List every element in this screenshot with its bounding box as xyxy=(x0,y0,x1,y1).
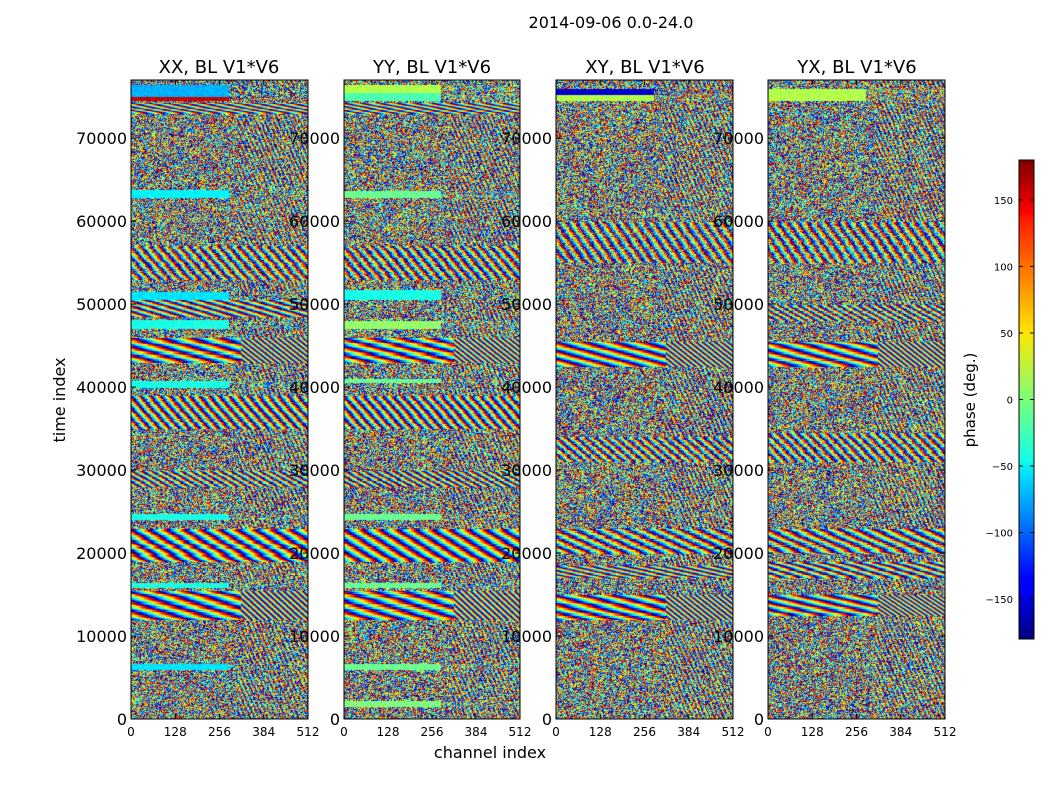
y-tick-label: 10000 xyxy=(76,627,127,646)
x-tick-label: 0 xyxy=(764,725,772,739)
colorbar-label: phase (deg.) xyxy=(961,353,979,448)
y-tick-label: 70000 xyxy=(289,129,340,148)
x-tick-label: 128 xyxy=(801,725,824,739)
y-tick-label: 50000 xyxy=(713,295,764,314)
x-tick-label: 384 xyxy=(677,725,700,739)
y-tick-label: 70000 xyxy=(713,129,764,148)
y-tick-label: 0 xyxy=(754,710,764,729)
x-axis-label: channel index xyxy=(434,743,546,762)
x-tick-label: 128 xyxy=(377,725,400,739)
y-tick-label: 40000 xyxy=(501,378,552,397)
y-tick-label: 0 xyxy=(117,710,127,729)
x-tick-label: 256 xyxy=(845,725,868,739)
y-tick-label: 20000 xyxy=(501,544,552,563)
y-tick-label: 20000 xyxy=(76,544,127,563)
colorbar-tick-label: 50 xyxy=(1000,329,1013,340)
colorbar-tick-label: 0 xyxy=(1007,396,1013,407)
y-tick-label: 20000 xyxy=(289,544,340,563)
panel-yy: YY, BL V1*V6 0 128 256 384 512 0 10000 20000 30… xyxy=(289,57,531,739)
y-ticks-xy: 0 10000 20000 30000 40000 50000 60000 70000 xyxy=(501,129,733,729)
y-axis-label: time index xyxy=(50,357,69,442)
colorbar-tick-label: −50 xyxy=(992,462,1013,473)
y-tick-label: 50000 xyxy=(289,295,340,314)
colorbar-tick-label: 100 xyxy=(994,262,1013,273)
y-tick-label: 0 xyxy=(330,710,340,729)
panel-xy: XY, BL V1*V6 0 128 256 384 512 0 10000 20000 30… xyxy=(501,57,744,739)
x-tick-label: 0 xyxy=(127,725,135,739)
panel-title-yy: YY, BL V1*V6 xyxy=(372,57,491,78)
x-tick-label: 384 xyxy=(889,725,912,739)
y-tick-label: 60000 xyxy=(289,212,340,231)
heatmap-image-yy xyxy=(344,80,520,719)
y-tick-label: 40000 xyxy=(76,378,127,397)
y-tick-label: 30000 xyxy=(501,461,552,480)
y-tick-label: 10000 xyxy=(501,627,552,646)
y-ticks-yy: 0 10000 20000 30000 40000 50000 60000 70000 xyxy=(289,129,520,729)
figure-title: 2014-09-06 0.0-24.0 xyxy=(529,13,694,32)
y-tick-label: 30000 xyxy=(289,461,340,480)
x-tick-label: 512 xyxy=(722,725,745,739)
x-tick-label: 128 xyxy=(589,725,612,739)
y-tick-label: 10000 xyxy=(713,627,764,646)
y-tick-label: 40000 xyxy=(713,378,764,397)
x-tick-label: 128 xyxy=(164,725,187,739)
y-tick-label: 60000 xyxy=(713,212,764,231)
x-tick-label: 256 xyxy=(633,725,656,739)
y-tick-label: 10000 xyxy=(289,627,340,646)
y-ticks-xx: 0 10000 20000 30000 40000 50000 60000 70000 xyxy=(76,129,308,729)
heatmap-image-xy xyxy=(556,80,733,719)
y-tick-label: 60000 xyxy=(76,212,127,231)
x-tick-label: 384 xyxy=(252,725,275,739)
colorbar: −150 −100 −50 0 50 100 150 phase (deg.) xyxy=(961,159,1035,640)
x-ticks-yx: 0 128 256 384 512 xyxy=(764,80,956,739)
panel-xx: XX, BL V1*V6 0 128 256 384 512 0 10000 20000 30… xyxy=(76,57,319,739)
panel-title-xx: XX, BL V1*V6 xyxy=(159,57,280,78)
x-tick-label: 256 xyxy=(208,725,231,739)
x-tick-label: 512 xyxy=(934,725,957,739)
x-ticks-xx: 0 128 256 384 512 xyxy=(127,80,319,739)
heatmap-image-yx xyxy=(768,80,945,719)
x-ticks-yy: 0 128 256 384 512 xyxy=(340,80,531,739)
x-tick-label: 384 xyxy=(465,725,488,739)
y-tick-label: 0 xyxy=(542,710,552,729)
panel-yx: YX, BL V1*V6 0 128 256 384 512 0 10000 20000 30… xyxy=(713,57,956,739)
x-tick-label: 0 xyxy=(340,725,348,739)
colorbar-tick-label: −100 xyxy=(986,529,1013,540)
y-tick-label: 30000 xyxy=(76,461,127,480)
y-tick-label: 40000 xyxy=(289,378,340,397)
x-ticks-xy: 0 128 256 384 512 xyxy=(552,80,744,739)
panel-title-xy: XY, BL V1*V6 xyxy=(585,57,704,78)
y-tick-label: 30000 xyxy=(713,461,764,480)
y-tick-label: 50000 xyxy=(76,295,127,314)
panel-title-yx: YX, BL V1*V6 xyxy=(796,57,916,78)
x-tick-label: 512 xyxy=(297,725,320,739)
heatmap-image-xx xyxy=(131,80,308,719)
y-tick-label: 20000 xyxy=(713,544,764,563)
y-tick-label: 60000 xyxy=(501,212,552,231)
y-tick-label: 70000 xyxy=(501,129,552,148)
colorbar-ticks: −150 −100 −50 0 50 100 150 xyxy=(986,196,1034,606)
y-tick-label: 70000 xyxy=(76,129,127,148)
y-ticks-yx: 0 10000 20000 30000 40000 50000 60000 70000 xyxy=(713,129,945,729)
x-tick-label: 256 xyxy=(421,725,444,739)
colorbar-tick-label: −150 xyxy=(986,595,1013,606)
x-tick-label: 512 xyxy=(509,725,532,739)
y-tick-label: 50000 xyxy=(501,295,552,314)
colorbar-tick-label: 150 xyxy=(994,196,1013,207)
x-tick-label: 0 xyxy=(552,725,560,739)
